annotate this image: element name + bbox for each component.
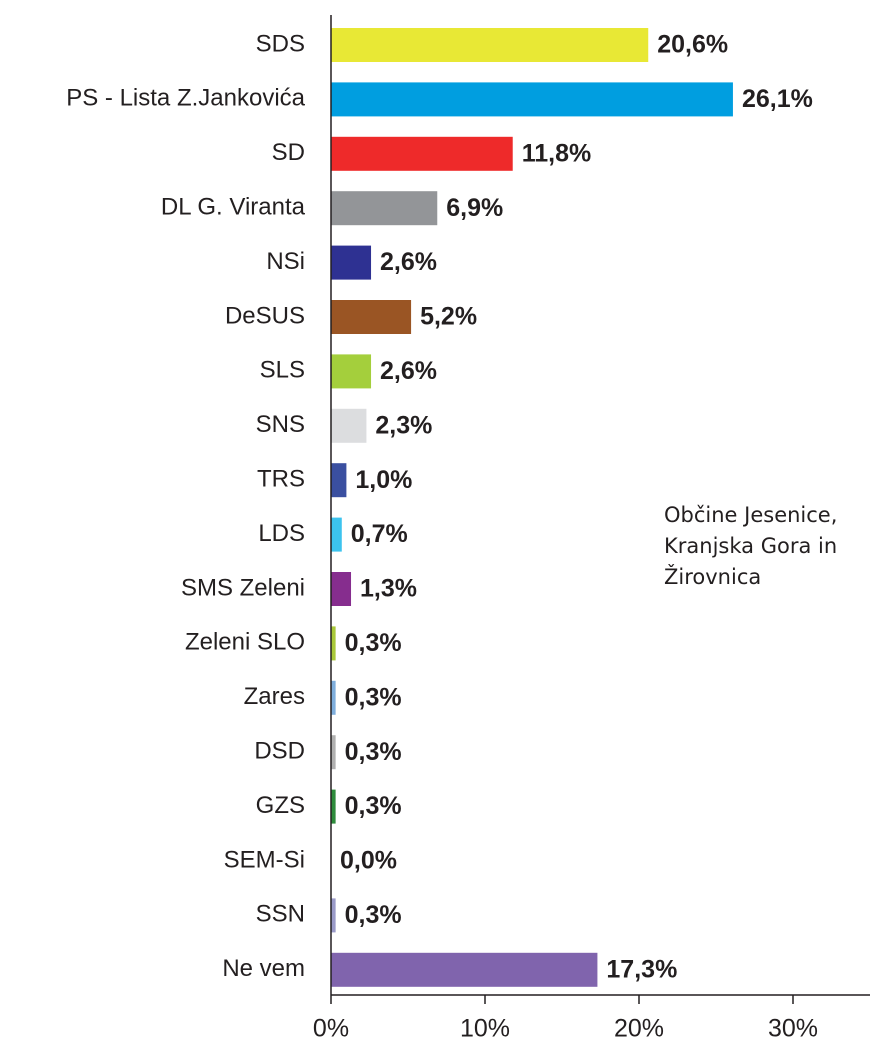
- annotation: Kranjska Gora in: [664, 534, 837, 558]
- category-label: NSi: [266, 248, 305, 275]
- bar: [331, 572, 352, 606]
- value-label: 0,0%: [340, 847, 397, 875]
- value-label: 5,2%: [420, 303, 477, 331]
- bar: [331, 28, 649, 62]
- category-label: SD: [272, 139, 305, 166]
- value-label: 1,3%: [360, 575, 417, 603]
- value-label: 2,3%: [375, 411, 432, 439]
- value-label: 0,7%: [351, 520, 408, 548]
- x-tick-label: 10%: [460, 1015, 510, 1043]
- annotation: Občine Jesenice,: [664, 503, 837, 527]
- bar: [331, 354, 372, 389]
- value-label: 2,6%: [380, 357, 437, 385]
- value-label: 20,6%: [657, 31, 728, 59]
- value-label: 6,9%: [446, 194, 503, 222]
- value-label: 2,6%: [380, 248, 437, 276]
- bar: [331, 300, 412, 334]
- bar: [331, 952, 598, 987]
- value-label: 11,8%: [522, 139, 592, 167]
- category-label: SSN: [256, 901, 305, 928]
- bar: [331, 136, 513, 171]
- bar: [331, 245, 372, 280]
- category-label: GZS: [256, 792, 305, 819]
- value-label: 26,1%: [742, 85, 813, 113]
- category-label: TRS: [257, 466, 305, 493]
- category-label: Ne vem: [222, 955, 305, 982]
- value-label: 17,3%: [606, 955, 677, 983]
- bar: [331, 463, 347, 498]
- x-tick-label: 20%: [614, 1015, 664, 1043]
- category-label: DSD: [254, 738, 305, 765]
- bar: [331, 626, 336, 661]
- bar: [331, 680, 336, 715]
- bar: [331, 191, 438, 226]
- value-label: 0,3%: [345, 901, 402, 929]
- category-label: LDS: [258, 520, 305, 547]
- x-tick-label: 0%: [313, 1015, 349, 1043]
- bar: [331, 789, 336, 824]
- category-label: Zeleni SLO: [185, 629, 305, 656]
- value-label: 0,3%: [345, 683, 402, 711]
- bar: [331, 517, 342, 552]
- category-label: SMS Zeleni: [181, 574, 305, 601]
- bar: [331, 735, 336, 770]
- category-label: Zares: [244, 683, 305, 710]
- annotation: Žirovnica: [664, 564, 761, 589]
- bar: [331, 408, 367, 443]
- category-label: DeSUS: [225, 302, 305, 329]
- value-label: 0,3%: [345, 738, 402, 766]
- value-label: 1,0%: [355, 466, 412, 494]
- category-label: SDS: [256, 30, 305, 57]
- bar: [331, 82, 733, 117]
- category-label: DL G. Viranta: [161, 194, 306, 221]
- category-label: SLS: [260, 357, 305, 384]
- value-label: 0,3%: [345, 629, 402, 657]
- value-label: 0,3%: [345, 792, 402, 820]
- category-label: PS - Lista Z.Jankovića: [66, 85, 305, 112]
- bar: [331, 898, 336, 933]
- category-label: SEM-Si: [224, 846, 305, 873]
- category-label: SNS: [256, 411, 305, 438]
- x-tick-label: 30%: [768, 1015, 818, 1043]
